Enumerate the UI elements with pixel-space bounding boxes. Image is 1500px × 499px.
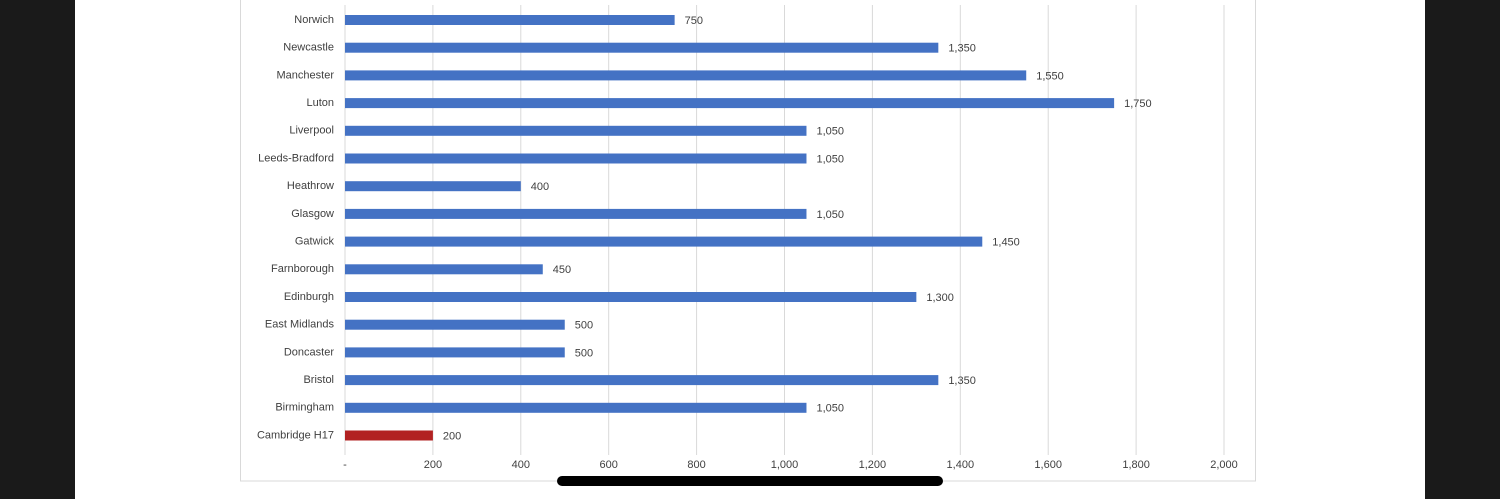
data-label: 200 <box>443 430 461 442</box>
category-label: Bristol <box>303 374 334 386</box>
bar <box>345 292 917 302</box>
category-label: Manchester <box>277 69 335 81</box>
data-label: 1,300 <box>926 292 954 304</box>
bar <box>345 42 939 53</box>
category-label: Edinburgh <box>284 291 334 303</box>
bar <box>345 208 807 219</box>
bar <box>345 319 565 330</box>
data-label: 450 <box>553 264 571 276</box>
bar <box>345 70 1027 81</box>
x-tick-label: 400 <box>512 459 530 471</box>
category-label: Glasgow <box>291 208 334 220</box>
x-tick-label: 1,400 <box>947 459 975 471</box>
category-label: Doncaster <box>284 346 334 358</box>
data-label: 1,350 <box>948 375 976 387</box>
data-label: 1,550 <box>1036 70 1064 82</box>
data-label: 1,050 <box>816 126 844 138</box>
bar <box>345 153 807 164</box>
bar <box>345 402 807 413</box>
x-tick-label: 800 <box>687 459 705 471</box>
x-tick-label: 600 <box>600 459 618 471</box>
data-label: 1,050 <box>816 403 844 415</box>
bar <box>345 375 939 386</box>
category-label: Luton <box>306 97 334 109</box>
data-label: 1,050 <box>816 209 844 221</box>
data-label: 750 <box>685 15 703 27</box>
category-label: Gatwick <box>295 236 335 248</box>
bar <box>345 181 521 192</box>
bar <box>345 236 983 247</box>
x-tick-label: - <box>343 459 347 471</box>
category-label: East Midlands <box>265 319 335 331</box>
data-label: 500 <box>575 347 593 359</box>
data-label: 500 <box>575 320 593 332</box>
category-label: Birmingham <box>275 402 334 414</box>
x-tick-label: 1,200 <box>859 459 887 471</box>
bar <box>345 125 807 136</box>
data-label: 1,350 <box>948 43 976 55</box>
data-label: 400 <box>531 181 549 193</box>
x-tick-label: 1,000 <box>771 459 799 471</box>
x-tick-label: 2,000 <box>1210 459 1238 471</box>
category-label: Leeds-Bradford <box>258 152 334 164</box>
bar <box>345 98 1115 109</box>
bar <box>345 264 543 275</box>
x-tick-label: 1,800 <box>1122 459 1150 471</box>
bar <box>345 430 433 441</box>
category-label: Norwich <box>294 14 334 26</box>
bar <box>345 15 675 25</box>
data-label: 1,750 <box>1124 98 1152 110</box>
data-label: 1,050 <box>816 153 844 165</box>
x-tick-label: 1,600 <box>1034 459 1062 471</box>
home-indicator <box>557 476 943 486</box>
data-label: 1,450 <box>992 237 1020 249</box>
plot-area: - 200 400 600 800 1,000 1,200 1,400 1,600 1,800 2,… <box>257 5 1238 471</box>
page-background <box>75 0 1425 499</box>
x-tick-label: 200 <box>424 459 442 471</box>
category-label: Liverpool <box>289 125 334 137</box>
bar <box>345 347 565 358</box>
category-label: Cambridge H17 <box>257 429 334 441</box>
category-label: Heathrow <box>287 180 334 192</box>
category-label: Farnborough <box>271 263 334 275</box>
category-label: Newcastle <box>283 42 334 54</box>
